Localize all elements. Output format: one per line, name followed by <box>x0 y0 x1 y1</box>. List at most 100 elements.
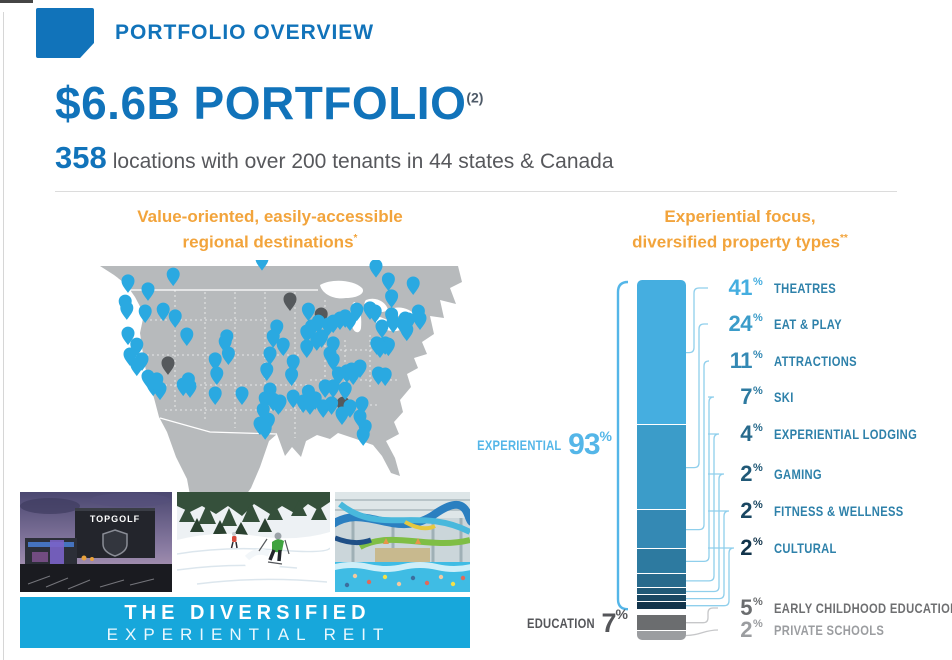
waterslide-teal <box>338 501 470 535</box>
right-column-heading: Experiential focus, diversified property… <box>540 206 940 254</box>
location-pin <box>138 304 152 323</box>
location-pin <box>371 366 385 385</box>
segment-pct: 2 <box>740 535 752 560</box>
segment-pct: 4 <box>740 421 752 446</box>
bar-segment-eat-play <box>637 425 686 511</box>
location-pin <box>300 339 314 358</box>
topgolf-sign: TOPGOLF <box>90 514 140 524</box>
segment-pct: 24 <box>728 311 753 336</box>
photo-topgolf: TOPGOLF <box>20 492 172 592</box>
location-pin <box>221 346 235 365</box>
location-pin <box>120 301 134 320</box>
divider-line <box>55 191 897 192</box>
location-pin <box>373 339 387 358</box>
location-pin <box>369 259 383 278</box>
location-pin <box>258 421 272 440</box>
location-pin <box>156 302 170 322</box>
segment-pct-sign: % <box>753 385 763 397</box>
map-svg <box>100 252 462 495</box>
location-pin <box>325 396 339 415</box>
segment-pct-sign: % <box>753 462 763 474</box>
left-heading-line1: Value-oriented, easily-accessible <box>137 207 403 226</box>
location-pin <box>285 367 299 386</box>
location-pin <box>208 386 222 405</box>
bar-segment-fitness-wellness <box>637 595 686 603</box>
bar-segment-gaming <box>637 588 686 596</box>
chart-label-theatres: 41% THEATRES <box>710 273 851 303</box>
location-pin <box>381 272 395 291</box>
slide-edge-line <box>3 12 4 660</box>
location-pin <box>318 379 332 398</box>
location-pin <box>210 366 224 385</box>
location-pin <box>263 346 277 365</box>
location-pin <box>121 274 135 293</box>
segment-name: ATTRACTIONS <box>773 353 857 369</box>
left-heading-footnote-ref: * <box>353 233 358 244</box>
segment-name: SKI <box>773 389 794 405</box>
education-label: EDUCATION <box>526 615 595 631</box>
location-pin <box>343 399 357 418</box>
location-pin <box>338 381 352 401</box>
segment-name: EAT & PLAY <box>773 316 842 332</box>
portfolio-stat: 358 locations with over 200 tenants in 44… <box>55 140 614 176</box>
segment-name: PRIVATE SCHOOLS <box>773 622 884 638</box>
bar-segment-early-childhood-education <box>637 614 686 631</box>
chart-label-private-schools: 2% PRIVATE SCHOOLS <box>710 615 912 645</box>
chart-label-cultural: 2% CULTURAL <box>710 533 852 563</box>
segment-pct: 41 <box>728 275 753 300</box>
chart-label-gaming: 2% GAMING <box>710 459 834 489</box>
segment-pct-sign: % <box>753 276 763 288</box>
location-pin <box>301 302 315 322</box>
location-pin <box>311 314 325 334</box>
location-pin <box>375 319 389 338</box>
left-column-heading: Value-oriented, easily-accessible region… <box>70 206 470 254</box>
segment-pct: 5 <box>740 595 752 620</box>
bar-segment-ski <box>637 549 686 574</box>
segment-pct-sign: % <box>753 596 763 608</box>
map-country-borders <box>130 289 318 435</box>
bar-segment-theatres <box>637 280 686 426</box>
experiential-label: EXPERIENTIAL <box>476 437 562 453</box>
section-marker-icon <box>36 8 94 58</box>
segment-pct-sign: % <box>753 312 763 324</box>
chart-label-eat-play: 24% EAT & PLAY <box>710 309 859 339</box>
slide-edge-tick <box>0 0 33 3</box>
location-pin <box>273 394 287 413</box>
segment-pct: 2 <box>740 498 752 523</box>
segment-name: FITNESS & WELLNESS <box>773 503 904 519</box>
bar-segment-cultural <box>637 602 686 610</box>
location-pin <box>286 389 300 409</box>
segment-name: CULTURAL <box>773 540 837 556</box>
location-pin-gray <box>161 356 175 375</box>
segment-pct-sign: % <box>753 618 763 630</box>
chart-label-attractions: 11% ATTRACTIONS <box>710 346 877 376</box>
location-pin <box>166 267 180 287</box>
segment-pct: 7 <box>740 384 752 409</box>
location-pin <box>406 276 420 295</box>
segment-pct-sign: % <box>753 422 763 434</box>
experiential-pct-sign: % <box>599 428 612 444</box>
location-pin <box>121 326 135 346</box>
location-pin <box>141 282 155 301</box>
diversified-experiential-reit-banner: THE DIVERSIFIED EXPERIENTIAL REIT <box>20 597 470 648</box>
segment-name: GAMING <box>773 466 822 482</box>
segment-pct: 2 <box>740 461 752 486</box>
bar-segment-experiential-lodging <box>637 573 686 588</box>
bar-segment-private-schools <box>637 630 686 641</box>
location-pin <box>168 309 182 328</box>
experiential-group-label: EXPERIENTIAL 93 % <box>477 423 612 467</box>
experiential-bracket <box>616 280 629 611</box>
location-count: 358 <box>55 140 107 175</box>
right-heading-line2: diversified property types** <box>540 228 940 254</box>
location-pin <box>266 329 280 348</box>
chart-label-early-childhood-education: 5% EARLY CHILDHOOD EDUCATION <box>710 593 952 623</box>
swimmers <box>344 573 466 588</box>
chart-label-experiential-lodging: 4% EXPERIENTIAL LODGING <box>710 419 952 449</box>
location-pin <box>260 362 274 381</box>
topgolf-shield-logo <box>102 529 128 557</box>
location-pin <box>385 289 399 308</box>
map-pins <box>118 252 427 446</box>
us-canada-location-map <box>70 252 470 495</box>
location-pin <box>343 312 357 331</box>
